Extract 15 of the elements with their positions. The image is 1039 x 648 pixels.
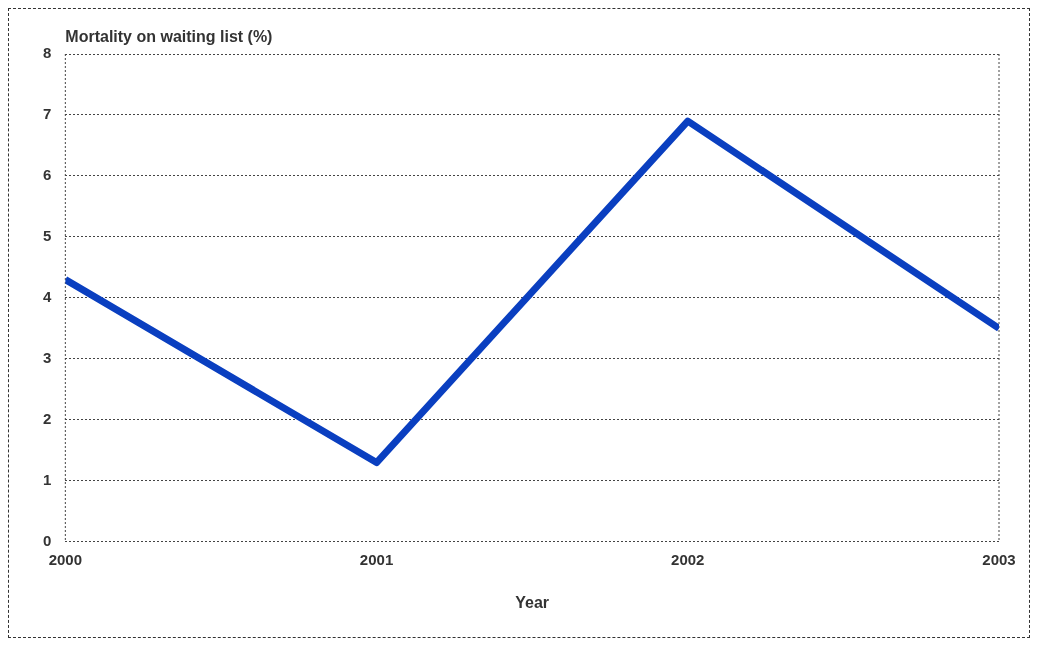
x-axis-title: Year [515,593,550,611]
x-tick-label: 2002 [671,550,705,568]
x-tick-label: 2003 [982,550,1016,568]
y-tick-label: 0 [43,531,52,549]
y-axis-title: Mortality on waiting list (%) [65,28,273,46]
y-tick-label: 3 [43,349,52,367]
y-tick-label: 1 [43,470,52,488]
y-tick-label: 8 [43,44,52,62]
y-tick-label: 5 [43,227,52,245]
y-tick-label: 6 [43,166,52,184]
x-tick-label: 2000 [48,550,83,568]
y-tick-label: 2 [43,409,52,427]
x-tick-label: 2001 [359,550,394,568]
y-tick-label: 7 [43,105,52,123]
y-tick-label: 4 [43,288,52,306]
